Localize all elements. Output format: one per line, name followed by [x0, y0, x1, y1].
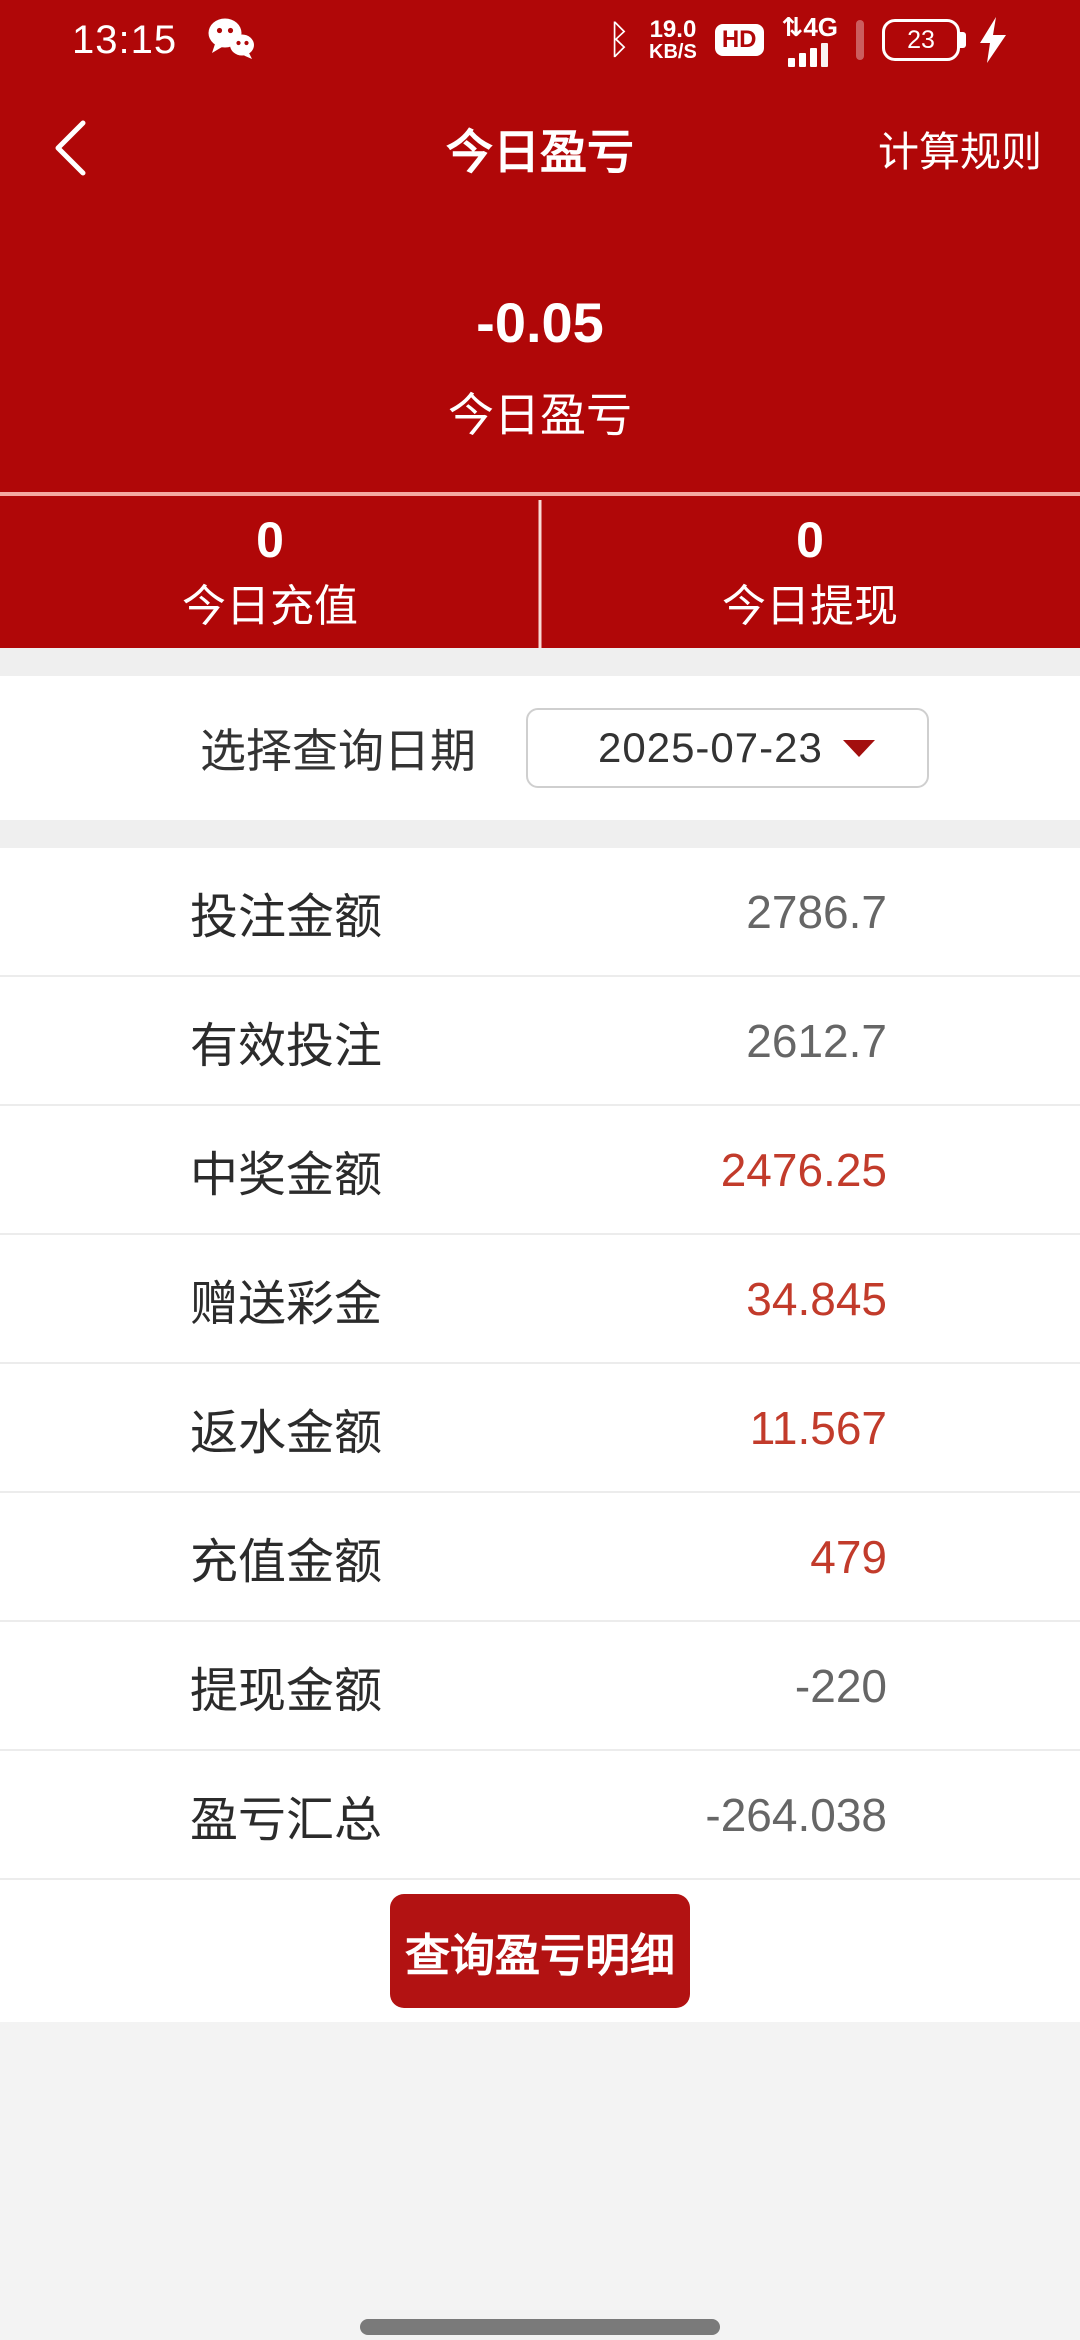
list-item: 中奖金额 2476.25	[0, 1106, 1080, 1235]
header-red-block: 13:15 ᛒ 19.0	[0, 0, 1080, 492]
statistics-list: 投注金额 2786.7 有效投注 2612.7 中奖金额 2476.25 赠送彩…	[0, 848, 1080, 1880]
vertical-divider	[538, 500, 542, 648]
list-item: 充值金额 479	[0, 1493, 1080, 1622]
status-bar: 13:15 ᛒ 19.0	[0, 0, 1080, 80]
date-select[interactable]: 2025-07-23	[526, 708, 929, 788]
charging-bolt-icon	[980, 17, 1006, 63]
row-label: 有效投注	[190, 1019, 383, 1073]
today-withdraw-label: 今日提现	[722, 582, 898, 631]
today-deposit-block: 0 今日充值	[0, 496, 540, 648]
today-withdraw-block: 0 今日提现	[540, 496, 1080, 648]
row-label: 投注金额	[190, 890, 383, 944]
today-profit-label: 今日盈亏	[448, 388, 632, 441]
list-item: 返水金额 11.567	[0, 1364, 1080, 1493]
cellular-signal-indicator: ⇅4G	[782, 14, 838, 67]
today-deposit-value: 0	[256, 512, 284, 568]
calculation-rules-link[interactable]: 计算规则	[878, 129, 1042, 175]
dropdown-caret-icon	[843, 739, 875, 757]
signal-bars-icon	[787, 42, 828, 67]
button-section: 查询盈亏明细	[0, 1880, 1080, 2022]
network-speed-indicator: 19.0 KB/S	[649, 17, 697, 63]
battery-nub	[960, 32, 966, 48]
network-type-label: ⇅4G	[782, 14, 838, 40]
battery-icon: 23	[882, 19, 966, 61]
row-value: 11.567	[749, 1401, 887, 1454]
wechat-notification-icon	[205, 16, 257, 65]
deposit-withdraw-summary: 0 今日充值 0 今日提现	[0, 492, 1080, 648]
back-button[interactable]	[40, 113, 100, 183]
home-indicator[interactable]	[360, 2319, 720, 2335]
row-value: 2612.7	[746, 1014, 887, 1067]
list-item: 提现金额 -220	[0, 1622, 1080, 1751]
status-bar-right: ᛒ 19.0 KB/S HD ⇅4G 23	[607, 14, 1006, 67]
row-value: 34.845	[746, 1272, 887, 1325]
list-item: 投注金额 2786.7	[0, 848, 1080, 977]
today-deposit-label: 今日充值	[182, 582, 358, 631]
network-speed-unit: KB/S	[649, 41, 697, 64]
date-picker-label: 选择查询日期	[200, 725, 476, 777]
list-item: 赠送彩金 34.845	[0, 1235, 1080, 1364]
row-label: 返水金额	[190, 1406, 383, 1460]
updown-arrows-icon: ⇅	[781, 11, 804, 42]
list-item: 有效投注 2612.7	[0, 977, 1080, 1106]
row-label: 提现金额	[190, 1664, 383, 1718]
row-value: 2476.25	[720, 1143, 887, 1196]
today-profit-amount: -0.05	[476, 290, 604, 354]
section-gap	[0, 820, 1080, 848]
clock: 13:15	[72, 17, 178, 62]
footer-area	[0, 2022, 1080, 2340]
row-label: 赠送彩金	[190, 1277, 383, 1331]
row-label: 中奖金额	[190, 1148, 383, 1202]
status-bar-left: 13:15	[72, 16, 257, 65]
sim2-signal-icon	[856, 20, 864, 60]
row-value: 2786.7	[746, 885, 887, 938]
bluetooth-icon: ᛒ	[607, 18, 632, 62]
chevron-left-icon	[55, 120, 86, 176]
date-picker-section: 选择查询日期 2025-07-23	[0, 676, 1080, 820]
query-profit-detail-button[interactable]: 查询盈亏明细	[390, 1894, 690, 2008]
list-item: 盈亏汇总 -264.038	[0, 1751, 1080, 1880]
network-type-text: 4G	[803, 11, 838, 42]
row-value: -220	[794, 1659, 887, 1712]
page-title: 今日盈亏	[446, 125, 634, 179]
section-gap	[0, 648, 1080, 676]
row-label: 充值金额	[190, 1535, 383, 1589]
nav-bar: 今日盈亏 计算规则	[0, 80, 1080, 216]
hero-summary: -0.05 今日盈亏	[0, 216, 1080, 492]
today-withdraw-value: 0	[796, 512, 824, 568]
hd-voice-icon: HD	[714, 24, 764, 56]
date-select-value: 2025-07-23	[598, 724, 823, 771]
row-value: 479	[810, 1530, 887, 1583]
network-speed-value: 19.0	[649, 15, 697, 43]
row-value: -264.038	[705, 1788, 887, 1841]
row-label: 盈亏汇总	[190, 1793, 383, 1847]
battery-percent: 23	[907, 25, 935, 54]
